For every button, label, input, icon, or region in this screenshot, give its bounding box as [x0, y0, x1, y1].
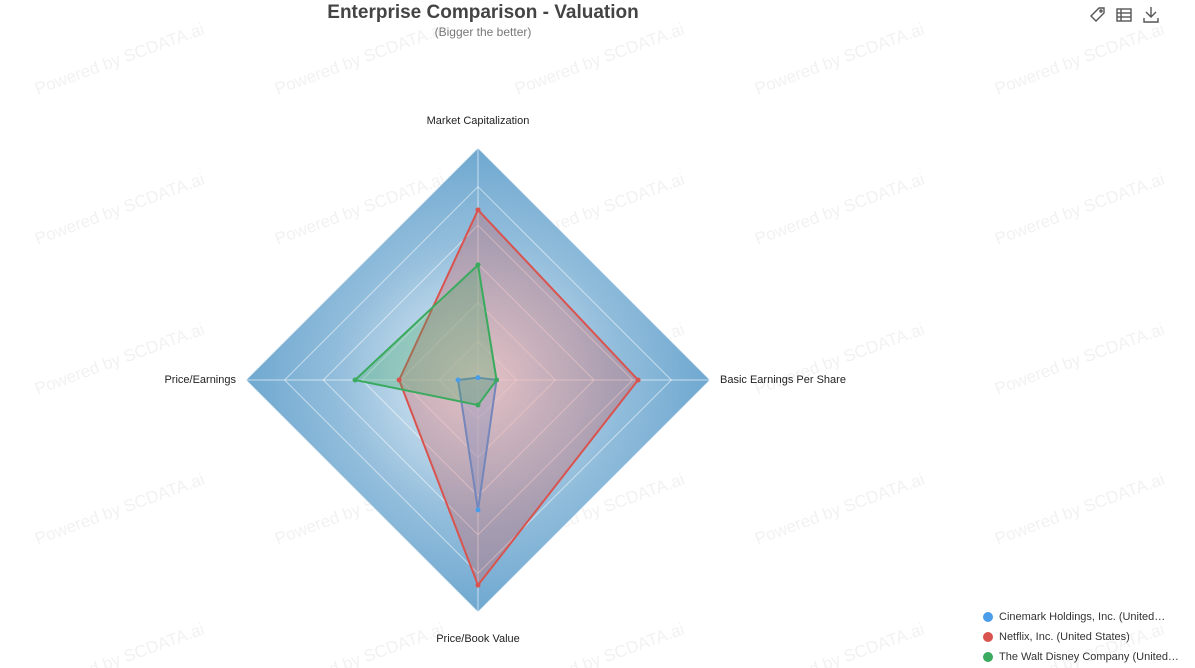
toolbar[interactable]	[1090, 7, 1159, 23]
legend-marker	[983, 632, 993, 642]
tag-icon[interactable]	[1090, 7, 1105, 22]
legend-label: The Walt Disney Company (United…	[999, 651, 1179, 663]
data-point	[475, 207, 481, 213]
chart-subtitle: (Bigger the better)	[435, 25, 532, 39]
axis-label: Basic Earnings Per Share	[720, 374, 846, 386]
data-point	[455, 377, 461, 383]
chart-title: Enterprise Comparison - Valuation	[327, 2, 638, 23]
data-point	[475, 375, 481, 381]
data-point	[475, 582, 481, 588]
watermark: Powered by SCDATA.ai	[752, 170, 927, 249]
legend-label: Cinemark Holdings, Inc. (United…	[999, 611, 1165, 623]
data-point	[494, 377, 500, 383]
data-point	[475, 402, 481, 408]
legend-marker	[983, 612, 993, 622]
watermark: Powered by SCDATA.ai	[992, 470, 1167, 549]
watermark: Powered by SCDATA.ai	[512, 20, 687, 99]
watermark: Powered by SCDATA.ai	[752, 20, 927, 99]
watermark: Powered by SCDATA.ai	[32, 470, 207, 549]
data-point	[352, 377, 358, 383]
axis-label: Price/Earnings	[164, 374, 236, 386]
watermark: Powered by SCDATA.ai	[32, 170, 207, 249]
watermark: Powered by SCDATA.ai	[752, 620, 927, 668]
data-point	[475, 262, 481, 268]
watermark: Powered by SCDATA.ai	[992, 20, 1167, 99]
data-point	[475, 507, 481, 513]
watermark: Powered by SCDATA.ai	[752, 320, 927, 399]
axis-label: Market Capitalization	[427, 115, 530, 127]
legend-label: Netflix, Inc. (United States)	[999, 631, 1130, 643]
watermark: Powered by SCDATA.ai	[272, 20, 447, 99]
watermark: Powered by SCDATA.ai	[512, 620, 687, 668]
table-icon[interactable]	[1116, 8, 1132, 22]
data-point	[396, 377, 402, 383]
watermark: Powered by SCDATA.ai	[752, 470, 927, 549]
watermark: Powered by SCDATA.ai	[32, 620, 207, 668]
download-icon[interactable]	[1143, 7, 1159, 23]
watermark: Powered by SCDATA.ai	[32, 320, 207, 399]
watermark: Powered by SCDATA.ai	[272, 620, 447, 668]
watermark: Powered by SCDATA.ai	[992, 170, 1167, 249]
watermark: Powered by SCDATA.ai	[992, 320, 1167, 399]
axis-label: Price/Book Value	[436, 633, 520, 645]
watermark: Powered by SCDATA.ai	[32, 20, 207, 99]
legend-marker	[983, 652, 993, 662]
data-point	[635, 377, 641, 383]
